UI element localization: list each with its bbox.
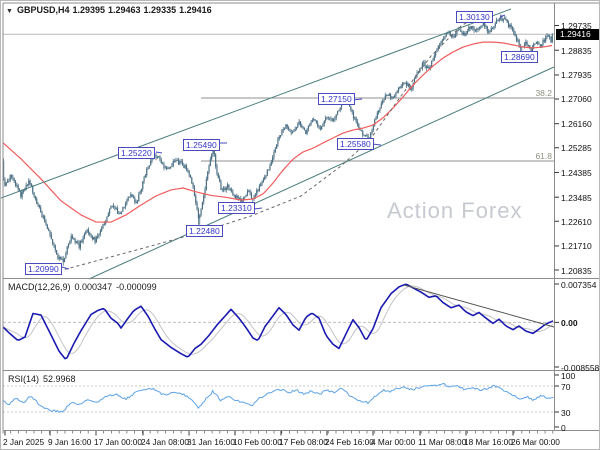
price-tick-label: 1.24385 — [561, 167, 592, 178]
price-annotation-label[interactable]: 1.25220 — [118, 147, 155, 159]
price-annotation-label[interactable]: 1.25490 — [183, 139, 220, 151]
ohlc-low: 1.29335 — [143, 5, 177, 15]
price-annotation-label[interactable]: 1.28690 — [501, 51, 538, 63]
fib-level-label: 61.8 — [535, 150, 552, 161]
fib-level-label: 38.2 — [535, 88, 552, 99]
price-annotation-label[interactable]: 1.30130 — [456, 11, 493, 23]
time-tick-label: 11 Mar 08:00 — [418, 437, 467, 447]
price-tick-label: 1.23485 — [561, 192, 592, 203]
rsi-value: 52.9968 — [43, 374, 76, 384]
time-tick-label: 4 Mar 00:00 — [371, 437, 416, 447]
time-tick-label: 26 Mar 00:00 — [511, 437, 560, 447]
macd-tick-label: 0.007354 — [561, 279, 597, 290]
time-tick-label: 24 Jan 08:00 — [141, 437, 189, 447]
symbol-dropdown-icon[interactable]: ▼ — [6, 8, 13, 15]
rsi-plot — [2, 383, 554, 414]
price-axis[interactable]: 1.29735 1.28835 1.27935 1.27060 1.26160 1.252… — [554, 1, 600, 433]
rsi-tick-label: 0 — [561, 422, 566, 433]
time-tick-label: 17 Feb 08:00 — [279, 437, 328, 447]
price-tick-label: 1.26160 — [561, 119, 592, 130]
price-tick-label: 1.27935 — [561, 70, 592, 81]
price-tick-label: 1.21710 — [561, 241, 592, 252]
candlesticks[interactable] — [3, 14, 553, 266]
time-tick-label: 2 Jan 2025 — [3, 437, 45, 447]
rsi-indicator-label: RSI(14) 52.9968 — [8, 374, 80, 384]
time-tick-label: 10 Feb 00:00 — [233, 437, 282, 447]
macd-name: MACD(12,26,9) — [8, 282, 71, 292]
chart-header: ▼ GBPUSD,H4 1.29395 1.29463 1.29335 1.29416 — [6, 5, 215, 15]
rsi-tick-label: 70 — [561, 381, 571, 392]
time-axis[interactable]: 2 Jan 2025 9 Jan 16:00 17 Jan 00:00 24 Jan … — [1, 431, 599, 449]
ohlc-high: 1.29463 — [108, 5, 141, 15]
price-annotation-label[interactable]: 1.27150 — [318, 93, 355, 105]
price-annotation-label[interactable]: 1.23310 — [218, 202, 255, 214]
price-tick-label: 1.28835 — [561, 45, 592, 56]
time-tick-label: 31 Jan 16:00 — [187, 437, 235, 447]
current-price-tag: 1.29416 — [556, 28, 599, 40]
panel-borders — [2, 2, 599, 431]
time-tick-label: 17 Jan 00:00 — [94, 437, 142, 447]
price-tick-label: 1.27060 — [561, 94, 592, 105]
macd-indicator-label: MACD(12,26,9) 0.000347 -0.000099 — [8, 282, 161, 292]
macd-signal-value: -0.000099 — [116, 282, 157, 292]
trend-channel-lines — [1, 8, 555, 280]
macd-plot — [2, 283, 555, 360]
moving-average-line — [2, 41, 553, 223]
price-annotation-label[interactable]: 1.25580 — [337, 138, 374, 150]
price-annotation-label[interactable]: 1.22480 — [186, 225, 223, 237]
price-tick-label: 1.25285 — [561, 143, 592, 154]
ohlc-close: 1.29416 — [179, 5, 212, 15]
macd-tick-label: -0.008558 — [561, 362, 600, 373]
macd-tick-label: 0.00 — [561, 317, 578, 328]
watermark: Action Forex — [387, 198, 523, 223]
price-tick-label: 1.20835 — [561, 265, 592, 276]
price-tick-label: 1.22610 — [561, 216, 592, 227]
ohlc-open: 1.29395 — [72, 5, 105, 15]
rsi-tick-label: 30 — [561, 407, 571, 418]
rsi-tick-label: 100 — [561, 370, 576, 381]
price-annotation-label[interactable]: 1.20990 — [25, 263, 62, 275]
time-tick-label: 9 Jan 16:00 — [48, 437, 92, 447]
macd-value: 0.000347 — [74, 282, 113, 292]
price-tick-label: 1.29735 — [561, 21, 592, 31]
time-tick-label: 24 Feb 16:00 — [325, 437, 374, 447]
axis-tick-marks — [2, 25, 559, 436]
time-tick-label: 18 Mar 16:00 — [464, 437, 513, 447]
symbol-label: GBPUSD,H4 — [16, 5, 70, 15]
rsi-name: RSI(14) — [8, 374, 40, 384]
